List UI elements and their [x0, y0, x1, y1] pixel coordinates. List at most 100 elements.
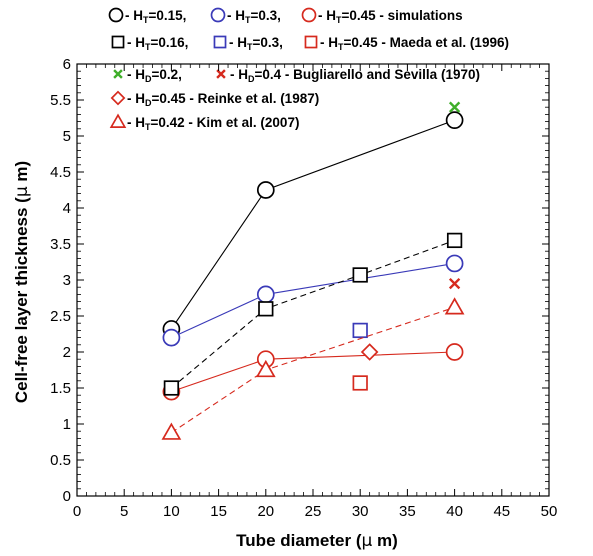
legend-marker	[214, 36, 225, 47]
data-point	[450, 279, 460, 289]
x-tick-label: 20	[257, 503, 274, 520]
x-tick-label: 10	[163, 503, 180, 520]
y-tick-label: 4	[63, 200, 71, 217]
series-1	[163, 255, 462, 345]
legend-label-part: - H	[227, 8, 245, 23]
series-5	[353, 376, 367, 390]
legend-label-part: - H	[127, 35, 145, 50]
legend-marker	[305, 36, 316, 47]
x-tick-label: 30	[352, 503, 369, 520]
legend-label: - HT=0.45 - Maeda et al. (1996)	[320, 35, 509, 52]
legend-label: - HD=0.2,	[127, 67, 182, 84]
x-tick-label: 50	[541, 503, 558, 520]
data-point	[258, 286, 274, 302]
y-tick-label: 5.5	[50, 92, 71, 109]
axis-title-text: Tube diameter (	[236, 531, 362, 550]
x-tick-label: 25	[305, 503, 322, 520]
axis-title-mu: µ	[12, 186, 32, 197]
legend-entry: - HT=0.16,	[112, 35, 188, 52]
legend-marker	[111, 115, 125, 127]
x-tick-label: 5	[120, 503, 128, 520]
legend-entry: - HT=0.15,	[110, 8, 187, 25]
y-tick-label: 1	[63, 416, 71, 433]
data-point	[353, 268, 367, 282]
series-2	[163, 344, 462, 400]
x-tick-label: 45	[493, 503, 510, 520]
y-tick-label: 6	[63, 56, 71, 73]
data-point	[353, 324, 367, 338]
legend-label-part: =0.16,	[151, 35, 189, 50]
data-point	[447, 255, 463, 271]
legend-marker	[217, 70, 225, 78]
data-point	[448, 234, 462, 248]
series-6	[450, 102, 460, 112]
legend-label-part: =0.2,	[152, 67, 182, 82]
data-point	[447, 112, 463, 128]
legend-label-part: - H	[127, 115, 145, 130]
series-3	[165, 234, 462, 395]
series-0	[163, 112, 462, 337]
data-point	[446, 299, 463, 314]
data-point	[353, 376, 367, 390]
legend-entry: - HT=0.3,	[212, 8, 281, 25]
legend-entry: - HD=0.45 - Reinke et al. (1987)	[112, 91, 319, 108]
y-tick-label: 5	[63, 128, 71, 145]
axis-title-unit: m)	[372, 531, 398, 550]
x-axis-title: Tube diameter (µ m)	[236, 531, 398, 551]
y-tick-label: 2.5	[50, 308, 71, 325]
legend-label-part: =0.42 - Kim et al. (2007)	[151, 115, 300, 130]
series-line	[171, 263, 454, 337]
legend-label-part: - H	[125, 8, 143, 23]
data-point	[258, 182, 274, 198]
legend-label: - HT=0.3,	[227, 8, 281, 25]
legend-label-part: =0.45 - simulations	[342, 8, 463, 23]
series-line	[171, 240, 454, 388]
y-tick-label: 4.5	[50, 164, 71, 181]
legend-label: - HD=0.45 - Reinke et al. (1987)	[127, 91, 319, 108]
legend-label-part: =0.3,	[253, 35, 283, 50]
legend-label: - HT=0.42 - Kim et al. (2007)	[127, 115, 299, 132]
data-point	[259, 302, 273, 316]
legend-marker	[112, 36, 123, 47]
legend-marker	[212, 9, 225, 22]
legend-entry: - HT=0.45 - Maeda et al. (1996)	[305, 35, 508, 52]
data-point	[163, 424, 180, 439]
data-point	[165, 381, 179, 395]
y-tick-label: 3	[63, 272, 71, 289]
legend-entry: - HD=0.4 - Bugliarello and Sevilla (1970…	[217, 67, 480, 84]
legend-label: - HT=0.3,	[229, 35, 283, 52]
x-tick-label: 0	[73, 503, 81, 520]
legend-label-part: =0.3,	[251, 8, 281, 23]
series-8	[362, 344, 377, 359]
axis-title-text: Cell-free layer thickness (	[12, 197, 31, 403]
legend-entry: - HT=0.42 - Kim et al. (2007)	[111, 115, 299, 132]
legend-label: - HT=0.16,	[127, 35, 188, 52]
y-tick-label: 1.5	[50, 380, 71, 397]
legend-marker	[112, 92, 124, 104]
legend-label-part: =0.4 - Bugliarello and Sevilla (1970)	[255, 67, 480, 82]
legend-label: - HD=0.4 - Bugliarello and Sevilla (1970…	[230, 67, 480, 84]
legend-label-part: - H	[229, 35, 247, 50]
data-point	[163, 330, 179, 346]
data-point	[447, 344, 463, 360]
legend-label-part: =0.15,	[149, 8, 187, 23]
series-9	[163, 299, 463, 439]
y-tick-label: 3.5	[50, 236, 71, 253]
y-tick-label: 0.5	[50, 452, 71, 469]
legend-label: - HT=0.15,	[125, 8, 186, 25]
y-tick-label: 0	[63, 488, 71, 505]
axis-title-mu: µ	[362, 531, 373, 551]
legend-label-part: =0.45 - Maeda et al. (1996)	[344, 35, 509, 50]
series-line	[171, 352, 454, 392]
x-tick-label: 15	[210, 503, 227, 520]
legend-label-part: - H	[127, 91, 145, 106]
data-point	[362, 344, 377, 359]
legend-label-part: - H	[320, 35, 338, 50]
legend-marker	[303, 9, 316, 22]
x-tick-label: 40	[446, 503, 463, 520]
x-tick-label: 35	[399, 503, 416, 520]
axis-title-unit: m)	[12, 161, 31, 187]
legend-label-part: =0.45 - Reinke et al. (1987)	[152, 91, 320, 106]
series-4	[353, 324, 367, 338]
